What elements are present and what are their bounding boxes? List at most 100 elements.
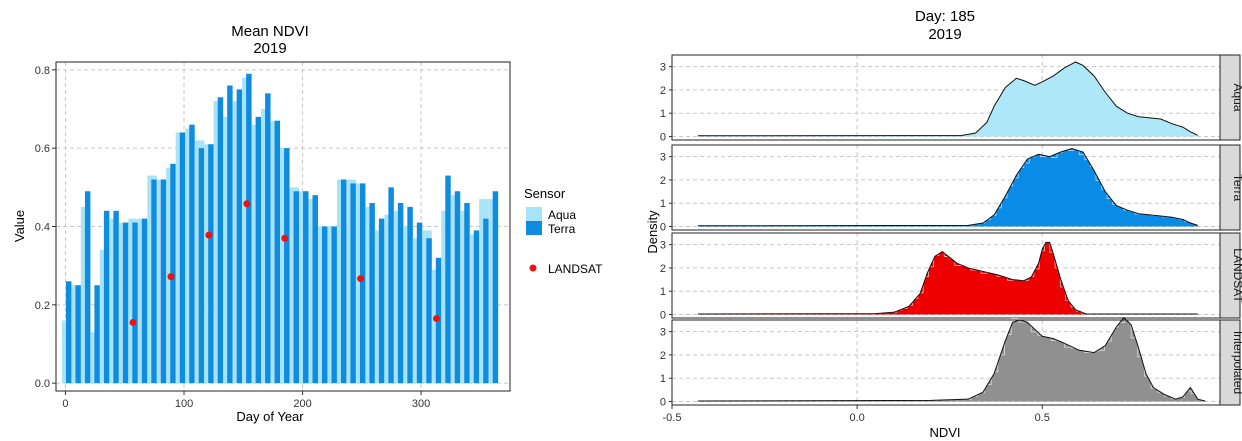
right-x-tick-label: 0.5 (1035, 412, 1050, 424)
legend-swatch-terra (526, 221, 542, 235)
terra-bar (170, 163, 176, 384)
terra-bar (473, 230, 480, 384)
terra-bar (236, 89, 243, 384)
right-chart: Day: 185 2019 Aqua 0 1 2 3 Terra 0 1 2 3 LANDSAT 0 1… (645, 8, 1242, 440)
terra-bar (340, 179, 347, 384)
legend-title: Sensor (524, 186, 566, 201)
left-tick-labels: 0 100 200 300 0.0 0.2 0.4 0.6 0.8 (35, 65, 431, 410)
density-line (697, 316, 1206, 402)
right-y-tick-label: 3 (660, 62, 666, 74)
terra-bar (407, 206, 413, 384)
left-landsat-points (129, 200, 441, 326)
density-area (697, 148, 1198, 227)
landsat-point (167, 273, 175, 281)
strip-box (1219, 144, 1241, 231)
right-y-tick-label: 1 (660, 108, 666, 120)
panel-interpolated: Interpolated 0 1 2 3 (660, 316, 1242, 409)
right-x-tick-label: 0.0 (849, 412, 864, 424)
terra-bar (464, 203, 470, 384)
strip-box (1219, 232, 1241, 319)
right-chart-title: Day: 185 (915, 8, 975, 25)
terra-bar (246, 73, 252, 384)
left-y-tick-label: 0.4 (35, 222, 50, 234)
right-y-axis-label: Density (645, 210, 660, 254)
right-y-tick-label: 2 (660, 175, 666, 187)
terra-bar (132, 222, 138, 384)
terra-bar (284, 148, 290, 384)
right-y-tick-label: 1 (660, 198, 666, 210)
strip-label: Aqua (1231, 83, 1242, 111)
terra-bar (492, 191, 499, 384)
terra-bar (189, 124, 195, 384)
left-y-axis-label: Value (12, 210, 27, 242)
terra-bar (84, 191, 91, 384)
density-area (697, 61, 1198, 137)
legend-swatch-landsat (529, 264, 537, 272)
terra-bar (208, 144, 214, 384)
left-y-tick-label: 0.0 (35, 378, 50, 390)
terra-bar (103, 210, 110, 384)
left-x-tick-label: 100 (175, 398, 193, 410)
landsat-point (357, 275, 365, 283)
density-line (697, 61, 1198, 137)
terra-bar (416, 222, 423, 384)
right-x-tick-labels: -0.5 0.0 0.5 (663, 405, 1050, 424)
strip-box (1219, 54, 1241, 141)
right-y-tick-label: 0 (660, 132, 666, 144)
strip-label: Terra (1231, 174, 1242, 202)
terra-bar (388, 187, 394, 384)
terra-bar (217, 97, 224, 384)
terra-bar (293, 191, 300, 384)
left-x-axis-label: Day of Year (236, 409, 304, 424)
legend-label-landsat: LANDSAT (548, 262, 603, 276)
left-bars (61, 73, 499, 384)
landsat-point (129, 318, 137, 326)
density-area (697, 317, 1206, 402)
terra-bar (141, 218, 148, 384)
landsat-point (205, 231, 213, 239)
right-y-tick-label: 3 (660, 240, 666, 252)
terra-bar (113, 210, 119, 384)
terra-bar (483, 218, 489, 384)
right-y-tick-label: 0 (660, 310, 666, 322)
landsat-point (433, 315, 441, 323)
right-chart-subtitle: 2019 (928, 26, 961, 43)
terra-bar (454, 191, 461, 384)
right-y-tick-label: 0 (660, 222, 666, 234)
terra-bar (179, 132, 186, 384)
terra-bar (151, 179, 157, 384)
terra-bar (160, 179, 167, 384)
left-y-tick-label: 0.8 (35, 65, 50, 77)
right-y-tick-label: 3 (660, 327, 666, 339)
terra-bar (445, 175, 451, 384)
terra-bar (350, 183, 356, 384)
density-line (697, 147, 1198, 227)
terra-bar (65, 281, 72, 384)
terra-bar (274, 120, 281, 384)
legend-label-aqua: Aqua (548, 208, 576, 222)
density-line (697, 241, 1198, 315)
legend-swatch-aqua (526, 207, 542, 221)
legend: Sensor Aqua Terra LANDSAT (524, 186, 603, 276)
terra-bar (397, 203, 404, 384)
terra-bar (265, 93, 271, 384)
panel-terra: Terra 0 1 2 3 (660, 144, 1242, 234)
terra-bar (369, 203, 375, 384)
strip-box (1219, 319, 1241, 406)
terra-bar (94, 285, 100, 384)
histogram-steps (931, 318, 1198, 401)
landsat-point (243, 200, 251, 208)
legend-label-terra: Terra (548, 222, 576, 236)
strip-label: Interpolated (1231, 331, 1242, 394)
right-y-tick-label: 2 (660, 85, 666, 97)
terra-bar (378, 218, 385, 384)
terra-bar (227, 85, 233, 384)
terra-bar (321, 226, 328, 384)
terra-bar (359, 183, 366, 384)
terra-bar (426, 238, 432, 384)
strip-label: LANDSAT (1231, 248, 1242, 303)
terra-bar (303, 191, 309, 384)
left-y-tick-label: 0.2 (35, 300, 50, 312)
left-x-tick-label: 0 (62, 398, 68, 410)
right-y-tick-label: 3 (660, 152, 666, 164)
